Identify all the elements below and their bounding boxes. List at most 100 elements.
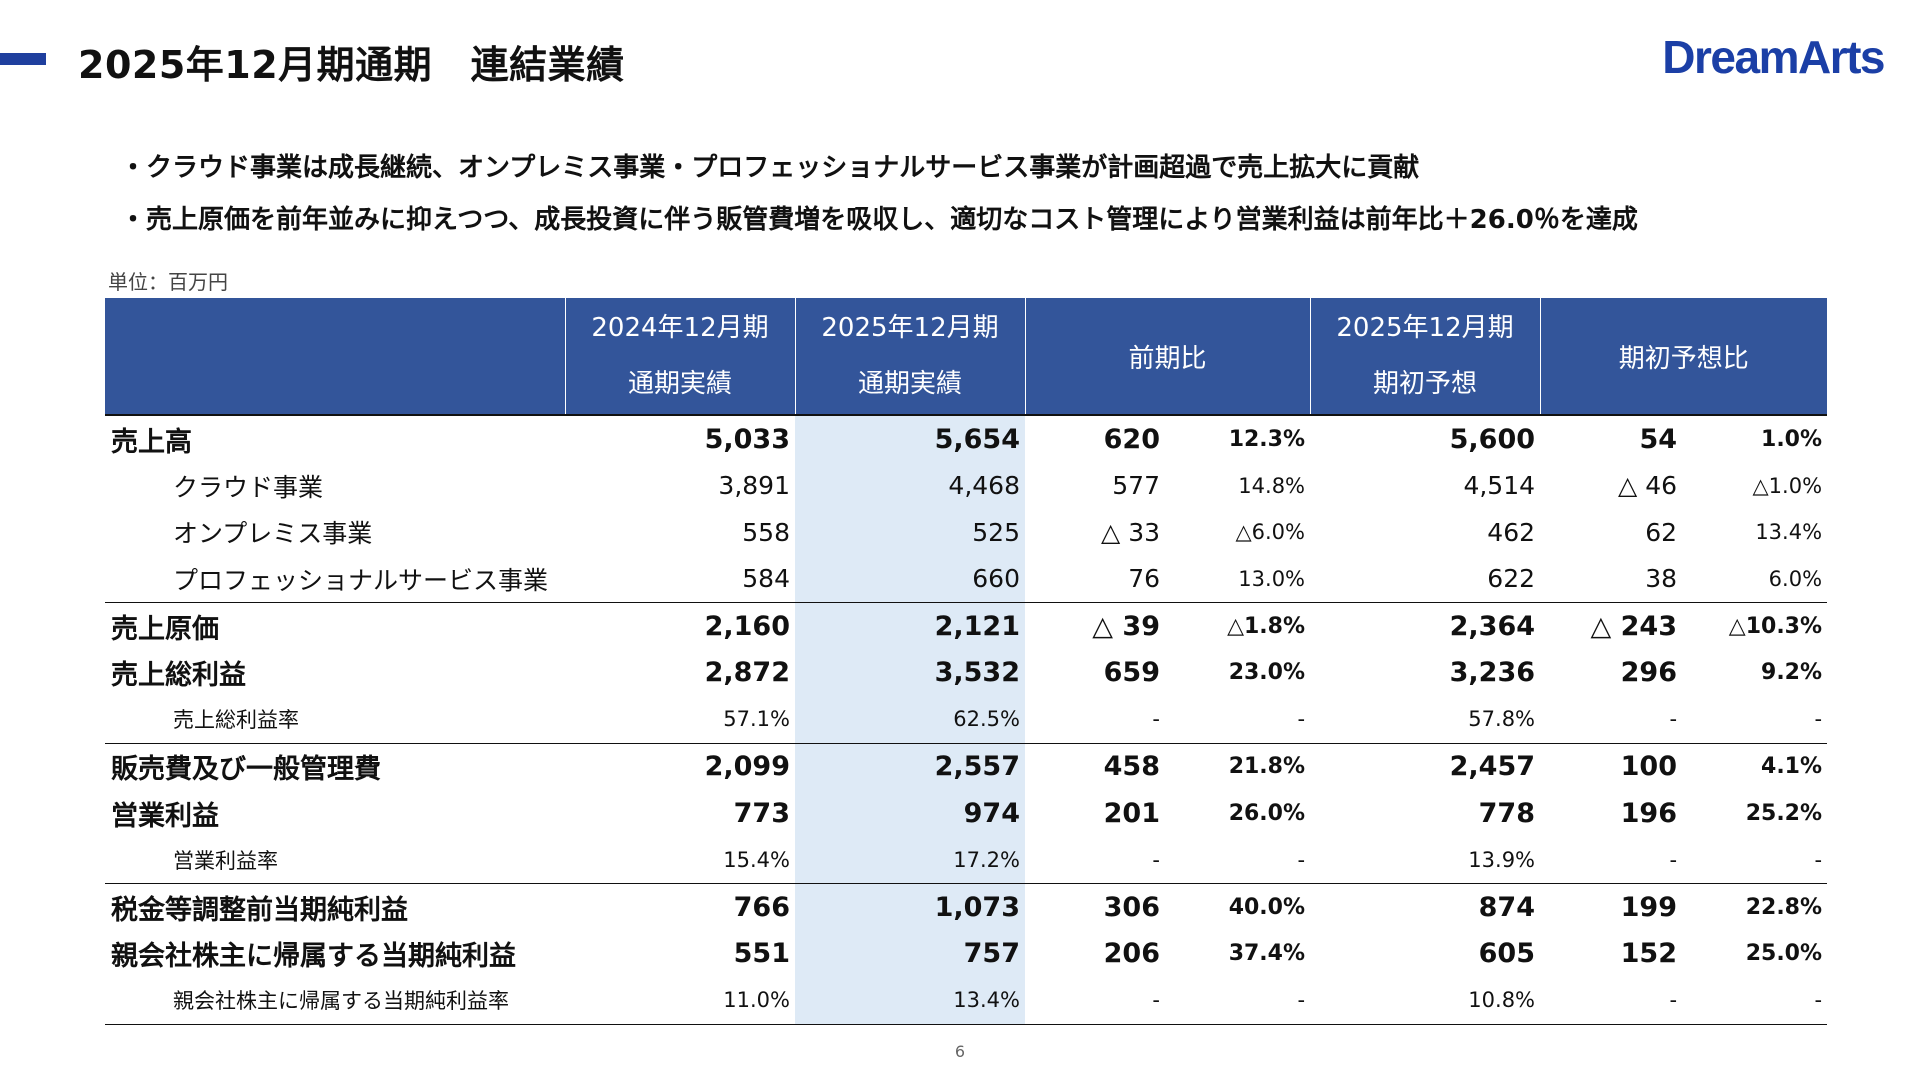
unit-label: 単位：百万円 <box>108 270 228 294</box>
row-label: 売上高 <box>111 426 192 458</box>
bullet-item: 売上原価を前年並みに抑えつつ、成長投資に伴う販管費増を吸収し、適切なコスト管理に… <box>120 194 1638 246</box>
header-yoy: 前期比 <box>1024 298 1311 416</box>
yoy-pct: 40.0% <box>1165 883 1311 931</box>
yoy-amount: - <box>1152 707 1160 732</box>
yoy-amount: 76 <box>1128 564 1160 594</box>
header-forecast-period: 2025年12月期 <box>1336 313 1514 343</box>
header-fy2025-type: 通期実績 <box>857 369 962 399</box>
table-row: 親会社株主に帰属する当期純利益 551 757 206 37.4% 605 152 25.0% <box>105 930 1827 977</box>
forecast-value: 2,457 <box>1310 742 1541 790</box>
vs-forecast-amount: 152 <box>1620 938 1678 970</box>
fy2025-actual: 13.4% <box>795 977 1025 1025</box>
forecast-value: 622 <box>1487 564 1536 594</box>
forecast-value: 2,364 <box>1310 602 1541 650</box>
forecast-value: 4,514 <box>1463 471 1536 501</box>
vs-forecast-amount: - <box>1669 707 1678 732</box>
vs-forecast-amount: 54 <box>1639 423 1678 455</box>
header-fy2024-type: 通期実績 <box>627 369 732 399</box>
forecast-value: 10.8% <box>1310 977 1541 1025</box>
fy2024-actual: 15.4% <box>723 847 790 872</box>
vs-forecast-amount: 296 <box>1620 657 1678 689</box>
yoy-amount: 577 <box>1112 471 1160 501</box>
fy2025-actual: 2,557 <box>795 742 1025 790</box>
table-row: 売上総利益 2,872 3,532 659 23.0% 3,236 296 9.2% <box>105 649 1827 696</box>
yoy-pct: 23.0% <box>1228 660 1306 686</box>
vs-forecast-pct: △1.0% <box>1752 473 1823 498</box>
vs-forecast-pct: 1.0% <box>1761 426 1823 452</box>
bullet-item: クラウド事業は成長継続、オンプレミス事業・プロフェッショナルサービス事業が計画超… <box>120 142 1638 194</box>
row-label: 売上原価 <box>105 602 565 650</box>
vs-forecast-pct: - <box>1814 707 1823 732</box>
row-label: 売上総利益 <box>111 660 246 692</box>
table-row: 営業利益 773 974 201 26.0% 778 196 25.2% <box>105 790 1827 837</box>
vs-forecast-amount: 38 <box>1645 564 1678 594</box>
fy2024-actual: 5,033 <box>704 423 790 455</box>
fy2024-actual: 57.1% <box>723 707 790 732</box>
fy2024-actual: 773 <box>733 797 790 829</box>
row-label: オンプレミス事業 <box>173 519 373 549</box>
forecast-value: 778 <box>1478 797 1536 829</box>
fy2024-actual: 2,872 <box>704 657 790 689</box>
financial-results-table: 2024年12月期 通期実績 2025年12月期 通期実績 前期比 2025年1… <box>105 298 1828 1025</box>
table-row: 税金等調整前当期純利益 766 1,073 306 40.0% 874 199 22.8% <box>105 883 1828 931</box>
table-row: 売上高 5,033 5,654 620 12.3% 5,600 54 1.0% <box>105 415 1827 463</box>
row-label: 営業利益 <box>111 800 219 832</box>
table-row: 販売費及び一般管理費 2,099 2,557 458 21.8% 2,457 100 4.1% <box>105 742 1828 790</box>
fy2025-actual: 1,073 <box>795 883 1025 931</box>
table-row: クラウド事業 3,891 4,468 577 14.8% 4,514 △ 46 △1.0% <box>105 462 1827 509</box>
table-header-row: 2024年12月期 通期実績 2025年12月期 通期実績 前期比 2025年1… <box>105 298 1828 416</box>
vs-forecast-amount: △ 46 <box>1618 471 1678 501</box>
header-forecast: 2025年12月期 期初予想 <box>1309 298 1541 416</box>
row-label: 販売費及び一般管理費 <box>105 742 565 790</box>
header-vs-forecast: 期初予想比 <box>1539 298 1828 416</box>
yoy-amount: 659 <box>1103 657 1160 689</box>
vs-forecast-amount: - <box>1669 847 1678 872</box>
fy2025-actual: 17.2% <box>795 836 1025 884</box>
table-row: オンプレミス事業 558 525 △ 33 △6.0% 462 62 13.4% <box>105 509 1827 556</box>
vs-forecast-amount: - <box>1540 977 1683 1025</box>
vs-forecast-pct: - <box>1682 977 1828 1025</box>
fy2025-actual: 5,654 <box>795 415 1025 463</box>
summary-bullets: クラウド事業は成長継続、オンプレミス事業・プロフェッショナルサービス事業が計画超… <box>120 142 1638 246</box>
vs-forecast-pct: 9.2% <box>1761 660 1823 686</box>
fy2024-actual: 2,099 <box>565 742 795 790</box>
forecast-value: 13.9% <box>1468 847 1536 872</box>
fy2024-actual: 3,891 <box>718 471 790 501</box>
yoy-pct: - <box>1297 707 1306 732</box>
yoy-pct: - <box>1165 977 1311 1025</box>
row-label: 売上総利益率 <box>173 708 299 733</box>
fy2025-actual: 3,532 <box>795 649 1025 696</box>
header-fy2025-period: 2025年12月期 <box>821 313 999 343</box>
fy2024-actual: 11.0% <box>565 977 795 1025</box>
yoy-pct: 14.8% <box>1238 473 1306 498</box>
yoy-pct: 26.0% <box>1228 800 1306 826</box>
forecast-value: 3,236 <box>1449 657 1536 689</box>
fy2024-actual: 584 <box>742 564 790 594</box>
row-label: 営業利益率 <box>173 848 278 873</box>
yoy-amount: 201 <box>1103 797 1160 829</box>
vs-forecast-amount: 199 <box>1540 883 1683 931</box>
vs-forecast-pct: 25.2% <box>1745 800 1823 826</box>
fy2025-actual: 757 <box>795 930 1025 977</box>
forecast-value: 57.8% <box>1468 707 1536 732</box>
yoy-amount: 306 <box>1025 883 1165 931</box>
table-row: 売上原価 2,160 2,121 △ 39 △1.8% 2,364 △ 243 △10.3% <box>105 602 1828 650</box>
vs-forecast-pct: 25.0% <box>1745 941 1823 967</box>
yoy-amount: 206 <box>1103 938 1160 970</box>
fy2025-actual: 2,121 <box>795 602 1025 650</box>
vs-forecast-pct: 22.8% <box>1682 883 1828 931</box>
vs-forecast-amount: △ 243 <box>1540 602 1683 650</box>
vs-forecast-pct: 4.1% <box>1682 742 1828 790</box>
yoy-pct: - <box>1297 847 1306 872</box>
page-title: 2025年12月期通期 連結業績 <box>78 43 625 87</box>
row-label: 親会社株主に帰属する当期純利益率 <box>105 977 565 1025</box>
fy2024-actual: 766 <box>565 883 795 931</box>
fy2024-actual: 551 <box>733 938 790 970</box>
fy2025-actual: 660 <box>795 555 1025 603</box>
row-label: クラウド事業 <box>173 472 324 502</box>
vs-forecast-amount: 196 <box>1620 797 1678 829</box>
yoy-amount: - <box>1025 977 1165 1025</box>
yoy-amount: - <box>1152 847 1160 872</box>
forecast-value: 5,600 <box>1449 423 1536 455</box>
yoy-amount: △ 39 <box>1025 602 1165 650</box>
